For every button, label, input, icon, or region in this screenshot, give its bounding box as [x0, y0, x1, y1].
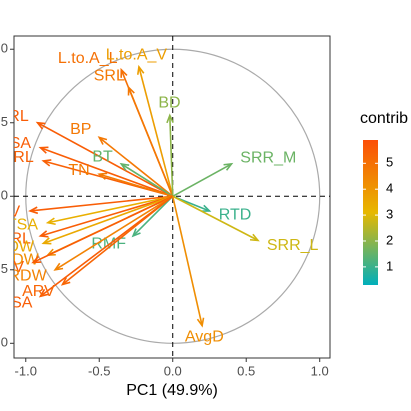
arrow-head: [119, 162, 130, 171]
arrow: [168, 115, 174, 197]
arrow-head: [166, 113, 174, 124]
y-tick-label: 1.0: [0, 41, 8, 56]
arrow-head: [196, 317, 205, 328]
y-tick-label: 0.5: [0, 114, 8, 129]
arrow-head: [127, 85, 135, 96]
arrow-head: [31, 255, 42, 264]
panel-border: [13, 35, 331, 359]
x-tick-label: -0.5: [88, 363, 110, 378]
colorbar-label: 2: [386, 232, 393, 247]
variable-label: ARV: [22, 283, 55, 300]
y-tick-label: 0.0: [0, 188, 8, 203]
legend-title: contrib: [360, 110, 408, 127]
arrow-head: [45, 217, 56, 226]
arrow: [62, 195, 174, 286]
arrow-head: [38, 288, 49, 298]
variable-label: SRR_M: [240, 149, 296, 166]
variable-label: L.to.A_L: [58, 50, 118, 67]
variable-label: LSA: [1, 135, 32, 152]
arrow-head: [97, 136, 108, 145]
arrow: [32, 195, 174, 264]
variable-label: TSA: [7, 216, 38, 233]
arrow-head: [249, 233, 260, 242]
x-axis-title: PC1 (49.9%): [126, 382, 218, 399]
arrow-head: [60, 277, 71, 286]
arrow-head: [201, 204, 212, 212]
variable-label: BP: [70, 121, 91, 138]
variable-label: TRV: [0, 259, 24, 276]
variable-label: SRL: [94, 68, 125, 85]
x-tick-label: 0.0: [164, 363, 182, 378]
arrow: [132, 195, 174, 237]
variable-label: LRL: [0, 108, 29, 125]
x-tick-label: 0.5: [237, 363, 255, 378]
arrow-head: [131, 228, 141, 238]
variable-label: RDW: [8, 267, 47, 284]
arrow-head: [223, 162, 234, 171]
y-tick-label: -0.5: [0, 261, 8, 276]
arrow: [30, 195, 173, 212]
arrow: [40, 146, 174, 198]
variable-label: ASA: [0, 295, 32, 312]
y-tick-label: -1.0: [0, 335, 8, 350]
colorbar-label: 4: [386, 181, 393, 196]
colorbar-label: 5: [386, 155, 393, 170]
arrow: [40, 195, 173, 237]
arrow: [172, 195, 259, 242]
colorbar-label: 1: [386, 258, 393, 273]
arrow: [99, 173, 173, 198]
arrow: [43, 195, 174, 245]
variable-label: SDW: [0, 239, 35, 256]
arrow-head: [35, 121, 46, 130]
variable-label: SRR_L: [267, 237, 319, 254]
variable-label: AvgD: [185, 329, 224, 346]
arrow-head: [120, 67, 128, 78]
arrow-head: [136, 64, 145, 75]
variable-label: TN: [68, 162, 89, 179]
arrow: [120, 163, 174, 197]
x-tick-label: -1.0: [15, 363, 37, 378]
variable-label: BT: [92, 149, 113, 166]
arrow-head: [41, 237, 52, 245]
colorbar: [363, 140, 378, 285]
arrow-head: [38, 230, 49, 238]
arrow: [171, 196, 203, 326]
arrow-head: [41, 159, 52, 167]
variable-label: LRV: [0, 203, 21, 220]
arrow-head: [28, 206, 39, 215]
arrow: [127, 87, 174, 197]
variable-label: ARL: [0, 231, 31, 248]
arrow-head: [97, 172, 108, 180]
variable-label: BD: [158, 95, 180, 112]
arrow: [37, 122, 174, 197]
arrow: [54, 195, 174, 271]
x-tick-label: 1.0: [311, 363, 329, 378]
colorbar-label: 3: [386, 207, 393, 222]
arrow: [98, 136, 174, 197]
variable-label: RTD: [219, 207, 252, 224]
arrow: [138, 66, 174, 197]
variable-label: TDW: [2, 251, 39, 268]
variable-label: TRL: [4, 149, 34, 166]
arrow-head: [53, 262, 64, 271]
variable-label: L.to.A_V: [106, 46, 168, 63]
arrow: [47, 195, 173, 224]
arrow-head: [38, 146, 49, 154]
arrow: [172, 163, 232, 197]
